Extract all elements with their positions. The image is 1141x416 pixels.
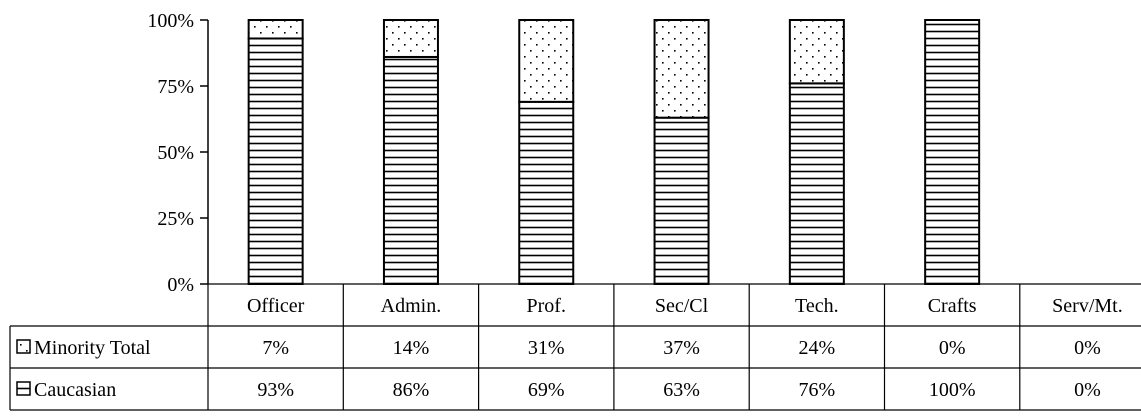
legend-key-caucasian [16,381,31,396]
data-label-caucasian: 76% [799,379,836,401]
bar-minority-total [382,19,439,58]
bar-caucasian [924,19,981,285]
data-label-caucasian: 0% [1074,379,1101,401]
bar-caucasian [382,55,439,285]
category-label: Prof. [527,295,566,317]
data-label-caucasian: 93% [257,379,294,401]
category-label: Officer [247,295,305,317]
y-tick-label: 25% [157,208,194,230]
bar-minority-total [653,19,710,119]
category-label: Admin. [381,295,442,317]
y-tick-label: 75% [157,76,194,98]
category-label: Crafts [928,295,977,317]
category-label: Serv/Mt. [1052,295,1123,317]
y-tick-label: 100% [147,10,194,32]
bar-minority-total [247,19,304,40]
data-label-minority-total: 24% [799,337,836,359]
y-tick-label: 0% [167,274,194,296]
category-label: Tech. [795,295,839,317]
bar-minority-total [788,19,845,85]
legend-label-minority-total: Minority Total [34,337,151,359]
data-label-minority-total: 0% [1074,337,1101,359]
bar-minority-total [518,19,575,103]
data-label-caucasian: 100% [929,379,976,401]
bar-caucasian [653,116,710,286]
category-label: Sec/Cl [655,295,709,317]
bars [247,19,981,286]
data-label-caucasian: 69% [528,379,565,401]
legend-key-minority-total [16,339,31,354]
data-label-minority-total: 37% [663,337,700,359]
data-label-minority-total: 14% [393,337,430,359]
y-axis: 0% 25% 50% 75% 100% [147,10,209,296]
bar-caucasian [788,82,845,285]
data-label-caucasian: 63% [663,379,700,401]
data-label-minority-total: 0% [939,337,966,359]
bar-caucasian [247,37,304,286]
data-label-minority-total: 7% [262,337,289,359]
data-label-minority-total: 31% [528,337,565,359]
y-tick-label: 50% [157,142,194,164]
legend-label-caucasian: Caucasian [34,379,116,401]
data-table: Officer Admin. Prof. Sec/Cl Tech. Crafts Serv/… [9,283,1141,411]
data-label-caucasian: 86% [393,379,430,401]
bar-caucasian [518,100,575,285]
